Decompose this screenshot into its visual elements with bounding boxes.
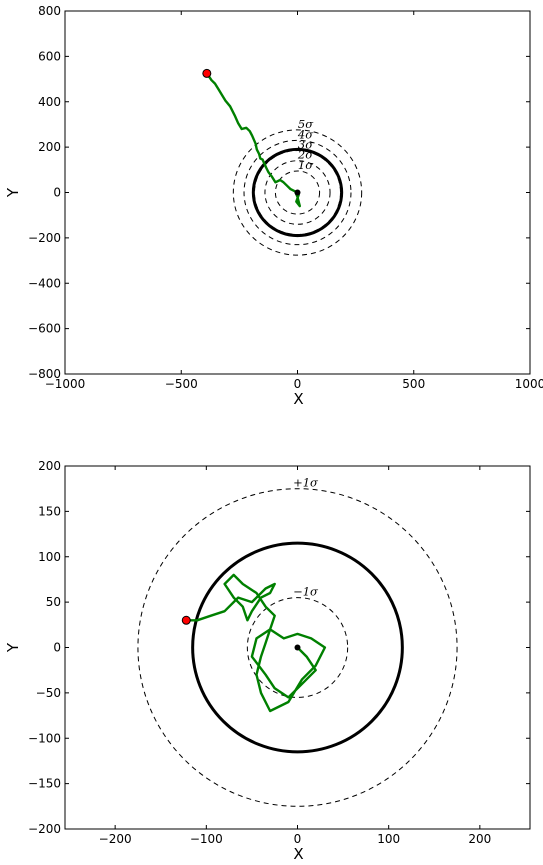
y-tick-label: −600 xyxy=(28,322,61,336)
end-point xyxy=(182,616,190,624)
y-tick-label: 400 xyxy=(38,95,61,109)
x-tick-label: −100 xyxy=(190,832,223,846)
y-tick-label: 200 xyxy=(38,140,61,154)
x-tick-label: 500 xyxy=(402,377,425,391)
x-tick-label: −200 xyxy=(99,832,132,846)
x-tick-label: 0 xyxy=(294,377,302,391)
x-tick-label: 100 xyxy=(377,832,400,846)
y-tick-label: 600 xyxy=(38,49,61,63)
y-tick-label: −200 xyxy=(28,231,61,245)
sigma-label-1: −1σ xyxy=(293,585,319,599)
y-tick-label: 150 xyxy=(38,504,61,518)
x-tick-label: 1000 xyxy=(515,377,543,391)
y-tick-label: −400 xyxy=(28,276,61,290)
y-tick-label: −800 xyxy=(28,367,61,381)
chart-bottom: −1σ +1σ −200 −100 0 100 200 −200 −150 −100 −50 0 50 1… xyxy=(4,459,530,863)
start-point xyxy=(295,645,301,651)
y-tick-label: −100 xyxy=(28,731,61,745)
y-tick-label: −50 xyxy=(36,686,61,700)
y-tick-label: −200 xyxy=(28,822,61,836)
start-point xyxy=(295,190,301,196)
y-tick-label: 100 xyxy=(38,550,61,564)
y-tick-label: 50 xyxy=(46,595,61,609)
y-tick-label: 800 xyxy=(38,4,61,18)
x-tick-label: 0 xyxy=(294,832,302,846)
x-tick-label: 200 xyxy=(468,832,491,846)
plot-area-bottom: −1σ +1σ xyxy=(138,476,457,807)
sigma-label-5: 5σ xyxy=(298,117,314,131)
y-tick-label: −150 xyxy=(28,777,61,791)
end-point xyxy=(203,69,211,77)
y-axis-label: Y xyxy=(4,187,22,198)
x-axis-label: X xyxy=(293,390,303,408)
sigma-label-2: +1σ xyxy=(293,476,319,490)
y-tick-label: 0 xyxy=(53,186,61,200)
x-tick-label: −500 xyxy=(165,377,198,391)
y-tick-label: 200 xyxy=(38,459,61,473)
x-axis-label: X xyxy=(293,845,303,863)
y-axis-label: Y xyxy=(4,642,22,653)
y-tick-label: 0 xyxy=(53,641,61,655)
